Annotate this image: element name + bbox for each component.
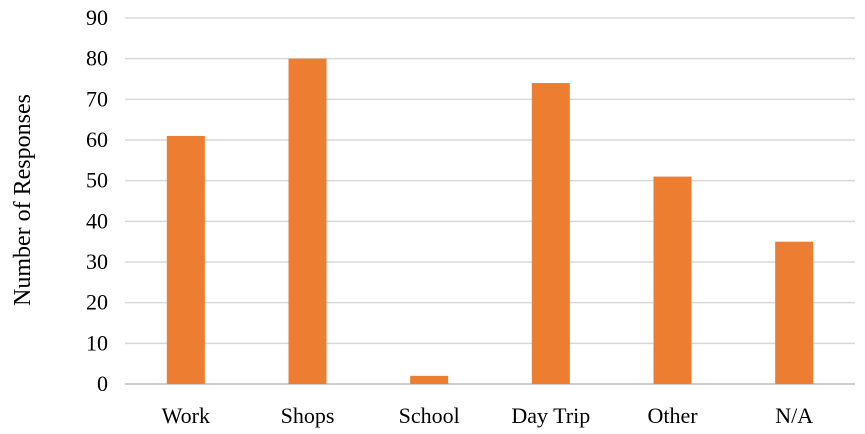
y-tick-label: 50 (86, 168, 108, 193)
x-category-label: Other (647, 403, 698, 428)
x-category-label: N/A (775, 403, 813, 428)
y-axis-tick-labels: 0 10 20 30 40 50 60 70 80 90 (86, 5, 108, 396)
y-tick-label: 20 (86, 290, 108, 315)
gridlines (125, 17, 855, 385)
y-tick-label: 40 (86, 208, 108, 233)
bar-n-a (775, 241, 814, 384)
bar-work (166, 135, 205, 384)
y-tick-label: 30 (86, 249, 108, 274)
y-tick-label: 0 (97, 371, 108, 396)
x-category-label: School (399, 403, 460, 428)
bar-shops (288, 58, 327, 385)
bar-school (410, 375, 449, 384)
y-tick-label: 90 (86, 5, 108, 30)
y-tick-label: 70 (86, 86, 108, 111)
y-tick-label: 80 (86, 46, 108, 71)
y-tick-label: 10 (86, 330, 108, 355)
x-category-label: Shops (281, 403, 335, 428)
x-category-label: Day Trip (511, 403, 590, 428)
bar-other (653, 176, 692, 384)
y-tick-label: 60 (86, 127, 108, 152)
x-category-label: Work (162, 403, 210, 428)
bars (166, 58, 814, 385)
bar-day-trip (531, 83, 570, 385)
x-axis-category-labels: Work Shops School Day Trip Other N/A (162, 403, 814, 428)
y-axis-title: Number of Responses (10, 94, 36, 306)
